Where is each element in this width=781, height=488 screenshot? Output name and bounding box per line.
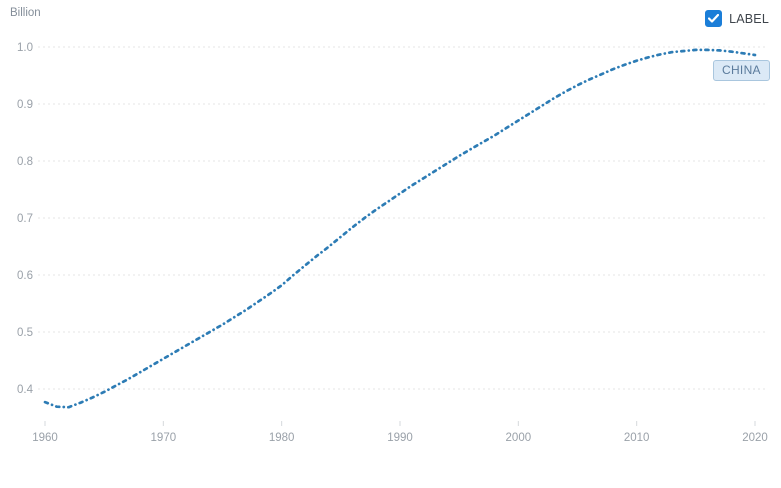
svg-text:2010: 2010 bbox=[624, 432, 650, 444]
svg-text:2020: 2020 bbox=[742, 432, 768, 444]
data-line-china[interactable] bbox=[43, 48, 757, 409]
svg-text:1970: 1970 bbox=[151, 432, 177, 444]
y-gridlines bbox=[38, 46, 766, 390]
label-checkbox[interactable] bbox=[705, 10, 723, 27]
svg-text:1.0: 1.0 bbox=[17, 42, 33, 54]
series-label-chip: CHINA bbox=[713, 59, 770, 81]
svg-text:0.9: 0.9 bbox=[17, 99, 33, 111]
svg-text:1980: 1980 bbox=[269, 432, 295, 444]
y-tick-labels: 0.4 0.5 0.6 0.7 0.8 0.9 1.0 bbox=[17, 42, 34, 396]
svg-text:2000: 2000 bbox=[506, 432, 532, 444]
svg-text:0.8: 0.8 bbox=[17, 156, 33, 168]
checkmark-icon bbox=[708, 14, 720, 23]
svg-text:0.6: 0.6 bbox=[17, 270, 33, 282]
x-axis-ticks: 1960 1970 1980 1990 2000 2010 2020 bbox=[32, 421, 768, 444]
svg-text:1960: 1960 bbox=[32, 432, 58, 444]
y-axis-unit-label: Billion bbox=[10, 7, 41, 19]
svg-text:0.7: 0.7 bbox=[17, 213, 33, 225]
svg-text:1990: 1990 bbox=[387, 432, 413, 444]
label-toggle[interactable]: LABEL bbox=[705, 10, 769, 27]
svg-text:0.5: 0.5 bbox=[17, 327, 33, 339]
label-toggle-text: LABEL bbox=[729, 11, 769, 26]
svg-text:0.4: 0.4 bbox=[17, 384, 34, 396]
